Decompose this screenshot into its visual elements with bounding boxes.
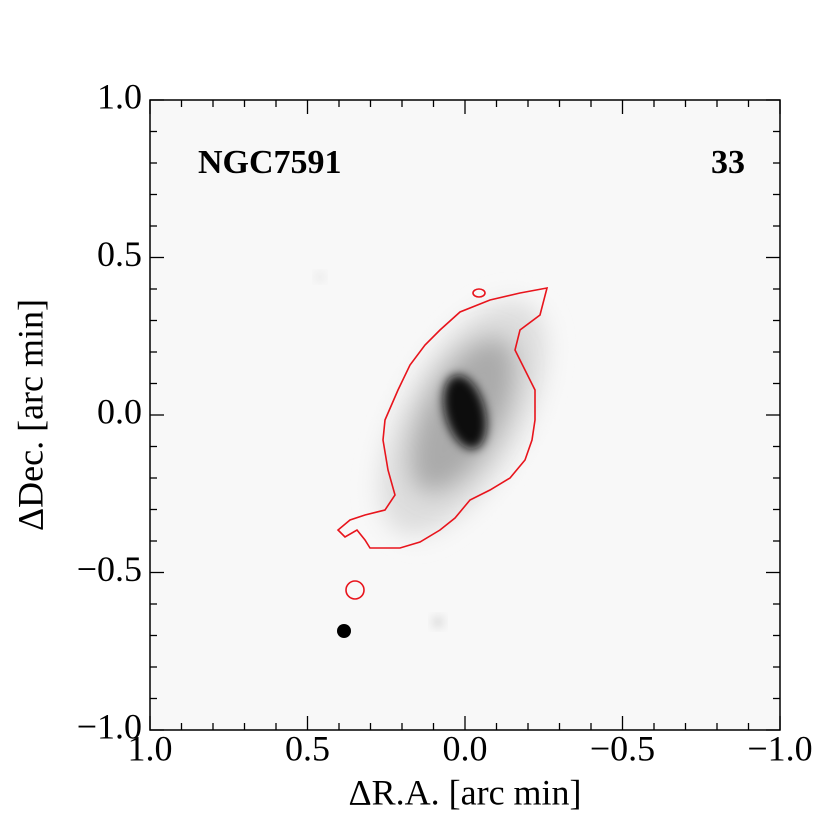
x-axis-label: ΔR.A. [arc min] xyxy=(348,772,581,812)
galaxy-image xyxy=(316,273,547,638)
y-tick-label: −0.5 xyxy=(77,549,142,589)
x-tick-label: −0.5 xyxy=(590,728,655,768)
x-tick-label: −1.0 xyxy=(747,728,812,768)
y-tick-label: −1.0 xyxy=(77,706,142,746)
y-axis-label: ΔDec. [arc min] xyxy=(10,299,50,531)
y-tick-label: 1.0 xyxy=(97,76,142,116)
x-tick-label: 1.0 xyxy=(128,728,173,768)
contour xyxy=(336,286,549,600)
y-tick-label: 0.0 xyxy=(97,391,142,431)
x-tick-label: 0.5 xyxy=(285,728,330,768)
y-tick-label: 0.5 xyxy=(97,234,142,274)
chart-title: NGC7591 xyxy=(198,144,342,181)
annotation: 33 xyxy=(711,144,745,181)
x-tick-label: 0.0 xyxy=(443,728,488,768)
